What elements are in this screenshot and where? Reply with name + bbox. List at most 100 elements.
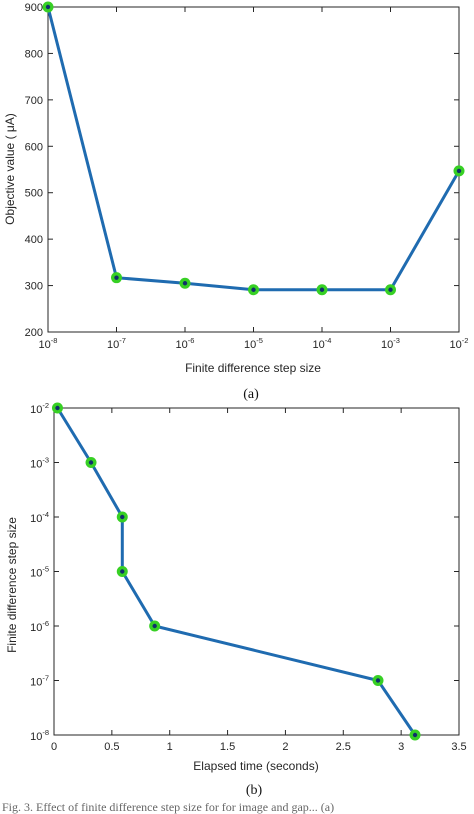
data-point-center (88, 460, 94, 465)
x-tick-label-exponent: -2 (462, 336, 469, 345)
data-point (248, 284, 259, 296)
y-tick-label: 10-8 (30, 728, 49, 743)
y-tick-label-base: 10 (30, 459, 42, 471)
data-point (316, 284, 328, 296)
x-tick-label: 10-3 (381, 336, 400, 351)
data-point-center (182, 281, 188, 286)
y-tick-label-base: 10 (30, 513, 42, 525)
chart-a: 10-8 10-7 10-6 10-5 10-4 10-3 10-2200300400500… (3, 1, 469, 402)
x-tick-label: 2.5 (336, 741, 351, 753)
y-tick-label: 900 (25, 2, 43, 14)
x-tick-label: 10-2 (450, 336, 469, 351)
y-tick-label: 500 (25, 188, 43, 200)
data-point-center (388, 287, 393, 292)
series-line (46, 6, 461, 292)
data-point (51, 402, 63, 414)
data-point (179, 277, 191, 289)
x-tick-label-exponent: -4 (325, 336, 332, 345)
y-tick-label: 800 (25, 48, 43, 60)
y-tick-label-base: 10 (30, 622, 42, 634)
data-point (453, 165, 465, 177)
data-point-center (45, 4, 51, 10)
y-tick-label: 700 (25, 95, 43, 107)
y-tick-label-exponent: -6 (42, 619, 49, 628)
data-point (149, 620, 161, 632)
chart-a-caption: (a) (243, 387, 259, 402)
y-tick-label: 10-6 (30, 619, 49, 634)
y-tick-label-exponent: -5 (42, 565, 49, 574)
chart-b-x-axis-title: Elapsed time (seconds) (193, 759, 318, 773)
chart-b-y-axis-title: Finite difference step size (5, 517, 19, 653)
x-tick-label-base: 10 (176, 339, 188, 351)
data-point-center (456, 168, 462, 174)
y-tick-label-base: 10 (30, 568, 42, 580)
chart-b: 0 0.5 1 1.5 2 2.5 3 3.510-810-710-610-510-410-3… (5, 401, 467, 798)
y-tick-label-exponent: -8 (42, 728, 49, 737)
y-tick-label-exponent: -2 (42, 401, 49, 410)
y-tick-label-exponent: -7 (42, 674, 49, 683)
x-tick-label-exponent: -5 (256, 336, 263, 345)
data-point-center (251, 287, 256, 292)
y-tick-label-exponent: -3 (42, 456, 49, 465)
chart-a-x-axis-title: Finite difference step size (185, 361, 321, 375)
x-tick-label: 10-6 (176, 336, 195, 351)
y-tick-label: 300 (25, 281, 43, 293)
data-point (409, 729, 421, 741)
x-tick-label-base: 10 (450, 339, 462, 351)
data-point (85, 457, 97, 468)
x-tick-label: 10-7 (107, 336, 126, 351)
y-tick-label-base: 10 (30, 731, 42, 743)
x-tick-label: 1 (167, 741, 173, 753)
chart-b-caption: (b) (246, 783, 263, 798)
x-tick-label-base: 10 (313, 339, 325, 351)
x-tick-label-exponent: -6 (188, 336, 195, 345)
data-point-center (412, 732, 418, 738)
y-tick-label-base: 10 (30, 677, 42, 689)
y-tick-label: 10-5 (30, 565, 49, 580)
data-point (42, 1, 54, 13)
y-tick-label: 400 (25, 234, 43, 246)
x-tick-label-base: 10 (107, 339, 119, 351)
data-point-center (120, 514, 125, 520)
x-tick-label: 10-5 (244, 336, 263, 351)
series-line (56, 407, 417, 736)
y-tick-label: 10-2 (30, 401, 49, 416)
data-point (116, 511, 128, 523)
y-tick-label: 600 (25, 141, 43, 153)
chart-b-plot-area (53, 407, 460, 736)
y-tick-label: 200 (25, 327, 43, 339)
x-tick-label-exponent: -8 (51, 336, 58, 345)
data-point-center (55, 405, 60, 411)
x-tick-label-exponent: -7 (119, 336, 126, 345)
x-tick-label: 0 (51, 741, 57, 753)
x-tick-label: 1.5 (220, 741, 235, 753)
data-point-center (152, 623, 157, 629)
x-tick-label: 10-8 (39, 336, 58, 351)
x-tick-label-exponent: -3 (393, 336, 400, 345)
x-tick-label: 2 (282, 741, 288, 753)
y-tick-label: 10-3 (30, 456, 49, 471)
x-tick-label-base: 10 (381, 339, 393, 351)
data-point (372, 675, 384, 686)
y-tick-label-exponent: -4 (42, 510, 49, 519)
data-point-center (120, 569, 125, 574)
x-tick-label-base: 10 (244, 339, 256, 351)
x-tick-label-base: 10 (39, 339, 51, 351)
chart-a-y-axis-title: Objective value ( μA) (3, 113, 17, 225)
x-tick-label: 0.5 (104, 741, 119, 753)
x-tick-label: 3.5 (451, 741, 466, 753)
data-point-center (114, 275, 119, 280)
figure-footer-text: Fig. 3. Effect of finite difference step… (2, 800, 334, 814)
data-point-center (319, 287, 325, 292)
data-point-center (375, 678, 381, 683)
y-tick-label: 10-7 (30, 674, 49, 689)
y-tick-label-base: 10 (30, 404, 42, 416)
x-tick-label: 10-4 (313, 336, 332, 351)
data-point (116, 566, 128, 577)
chart-a-plot-area (47, 6, 460, 333)
y-tick-label: 10-4 (30, 510, 49, 525)
x-tick-label: 3 (398, 741, 404, 753)
data-point (111, 272, 122, 284)
data-point (385, 284, 396, 296)
